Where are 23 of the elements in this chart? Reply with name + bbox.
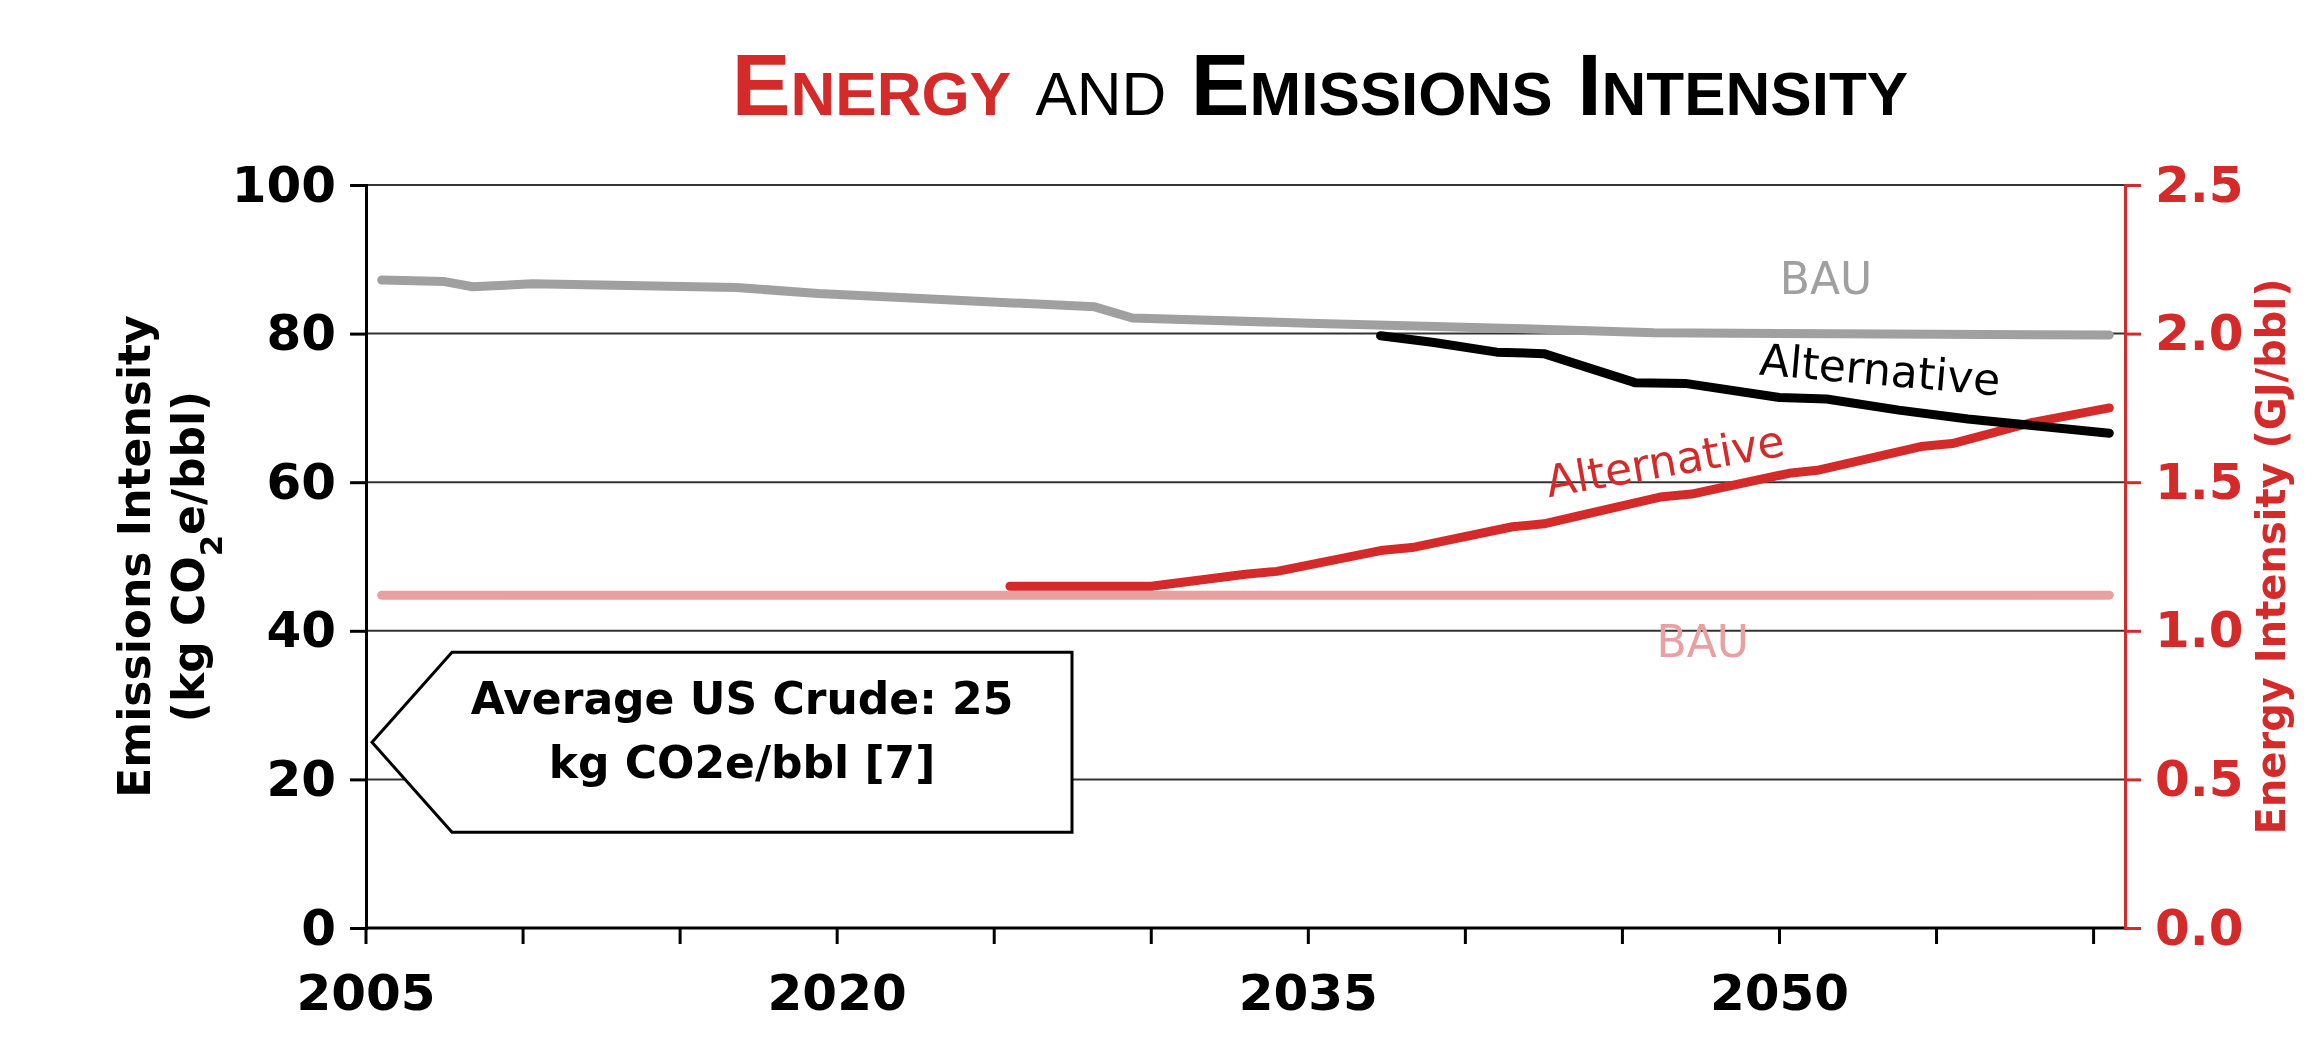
annotation: Average US Crude: 25 kg CO2e/bbl [7] — [470, 673, 1014, 789]
x-tick-label: 2050 — [1709, 964, 1850, 1022]
y2-tick-label: 2.5 — [2155, 155, 2244, 214]
y2-tick-label: 1.5 — [2155, 452, 2244, 511]
y2-tick-label: 0.0 — [2155, 898, 2244, 957]
y2-axis-title: Energy Intensity (GJ/bbl) — [2248, 278, 2294, 835]
series-label: Alternative — [1757, 333, 2003, 406]
text: Alternative — [1541, 415, 1789, 508]
x-tick-label: 2005 — [296, 964, 436, 1022]
y2-tick-label: 1.0 — [2155, 601, 2244, 660]
y2-tick-label: 0.5 — [2155, 749, 2244, 808]
y-tick-label: 100 — [231, 155, 336, 214]
x-tick-label: 2035 — [1238, 964, 1378, 1022]
y-tick-label: 60 — [266, 452, 336, 511]
y-tick-label: 20 — [266, 749, 336, 808]
y-tick-label: 40 — [266, 601, 336, 660]
y-tick-label: 0 — [301, 898, 336, 957]
chart-title: Energy and Emissions Intensity — [731, 35, 1909, 134]
y-tick-label: 80 — [266, 304, 336, 363]
y2-tick-label: 2.0 — [2155, 304, 2244, 363]
series-label: BAU — [1779, 252, 1873, 304]
series-label: BAU — [1656, 616, 1750, 668]
x-tick-label: 2020 — [767, 964, 907, 1022]
